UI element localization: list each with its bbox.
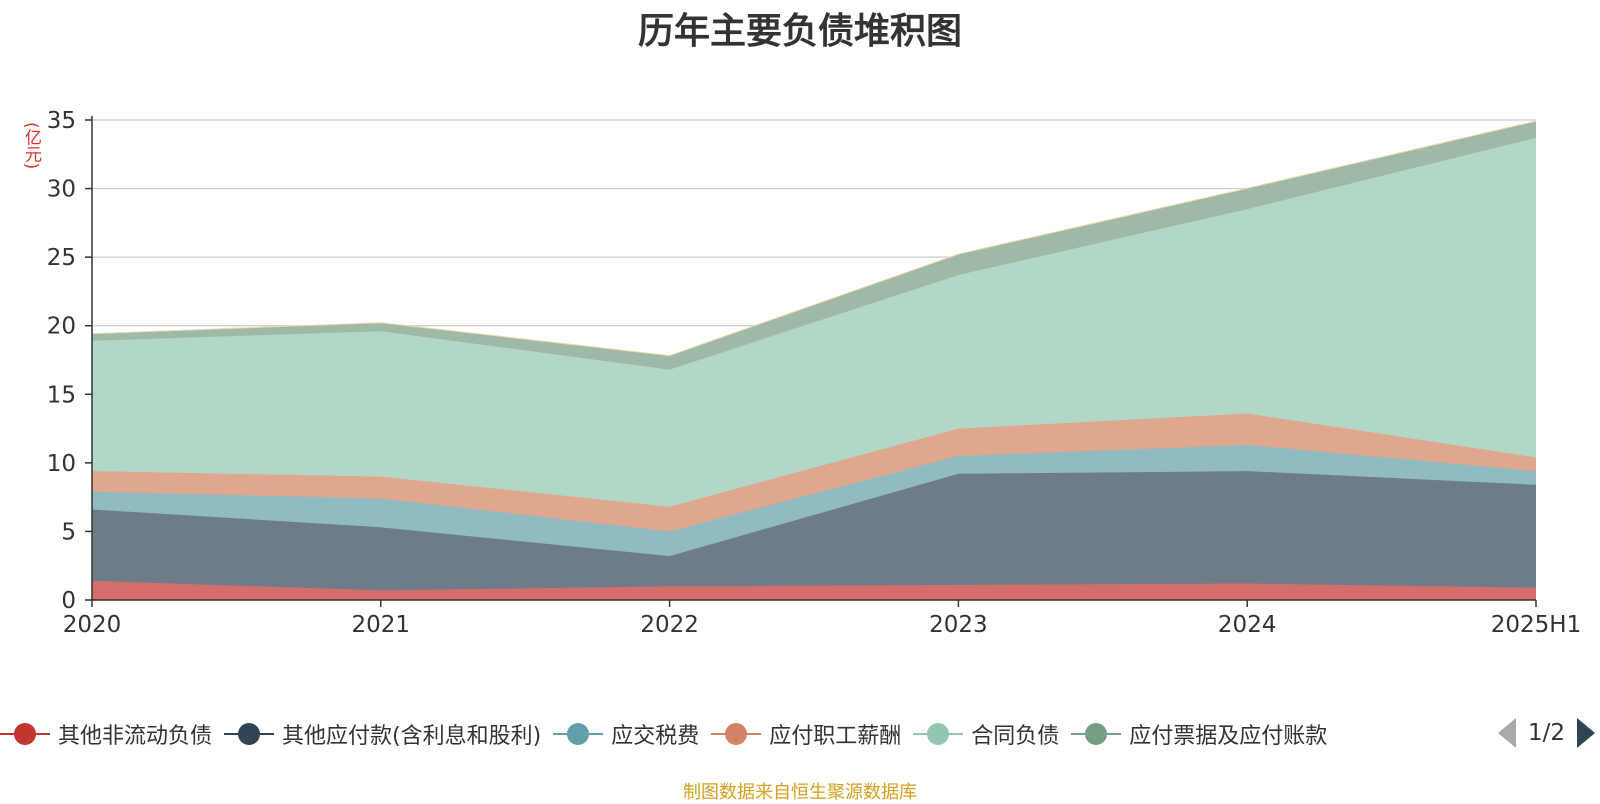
- area-series-2: [92, 445, 1536, 557]
- x-tick-label-2: 2022: [640, 612, 699, 638]
- data-source-note: 制图数据来自恒生聚源数据库: [683, 782, 917, 803]
- legend-item-2[interactable]: 应交税费: [553, 718, 699, 750]
- legend-marker-icon: [553, 721, 604, 747]
- x-tick-label-0: 2020: [63, 612, 122, 638]
- legend-item-0[interactable]: 其他非流动负债: [0, 718, 212, 750]
- legend-marker-icon: [0, 721, 50, 747]
- legend-label: 其他非流动负债: [58, 724, 213, 749]
- x-tick-label-5: 2025H1: [1491, 612, 1581, 638]
- legend-pager: 1/2: [1498, 718, 1596, 748]
- legend-marker-icon: [224, 721, 275, 747]
- y-tick-label-1: 5: [61, 519, 76, 545]
- legend-label: 应付职工薪酬: [769, 724, 902, 749]
- y-tick-label-0: 0: [61, 588, 76, 614]
- x-tick-label-4: 2024: [1218, 612, 1277, 638]
- legend-prev-page-icon[interactable]: [1498, 718, 1516, 748]
- legend-marker-icon: [1071, 721, 1122, 747]
- legend-label: 其他应付款(含利息和股利): [282, 724, 542, 749]
- legend-marker-icon: [711, 721, 762, 747]
- tick-labels: 0 5 10 15 20 25 30 35 2020 2021 2022 2023 2024 2025H1: [47, 108, 1582, 638]
- legend-label: 应付票据及应付账款: [1129, 724, 1328, 749]
- legend-next-page-icon[interactable]: [1577, 718, 1596, 748]
- y-tick-label-3: 15: [47, 382, 76, 408]
- y-tick-label-6: 30: [47, 177, 76, 203]
- legend-label: 应交税费: [611, 724, 700, 749]
- legend-item-4[interactable]: 合同负债: [913, 718, 1059, 750]
- legend-page-indicator: 1/2: [1528, 720, 1566, 746]
- legend: 其他非流动负债 其他应付款(含利息和股利) 应交税费 应付职工薪酬 合同负债 应付票据及应…: [0, 714, 1339, 754]
- y-tick-label-2: 10: [47, 451, 76, 477]
- y-tick-label-4: 20: [47, 314, 76, 340]
- stacked-areas: [91, 120, 1537, 600]
- y-axis-unit-label: (亿元): [21, 122, 41, 170]
- chart-title: 历年主要负债堆积图: [637, 11, 962, 52]
- area-line-series-6: [91, 120, 1537, 357]
- area-series-4: [92, 137, 1536, 507]
- legend-item-5[interactable]: 应付票据及应付账款: [1071, 718, 1327, 750]
- legend-item-3[interactable]: 应付职工薪酬: [711, 718, 901, 750]
- area-series-5: [92, 121, 1536, 370]
- axes: [85, 116, 1537, 607]
- area-series-1: [92, 471, 1536, 591]
- x-tick-label-1: 2021: [352, 612, 411, 638]
- legend-label: 合同负债: [971, 724, 1060, 749]
- area-series-3: [92, 413, 1536, 532]
- y-tick-label-5: 25: [47, 245, 76, 271]
- y-tick-label-7: 35: [47, 108, 76, 134]
- area-series-0: [92, 580, 1536, 600]
- legend-marker-icon: [913, 721, 964, 747]
- legend-item-1[interactable]: 其他应付款(含利息和股利): [224, 718, 541, 750]
- x-tick-label-3: 2023: [929, 612, 988, 638]
